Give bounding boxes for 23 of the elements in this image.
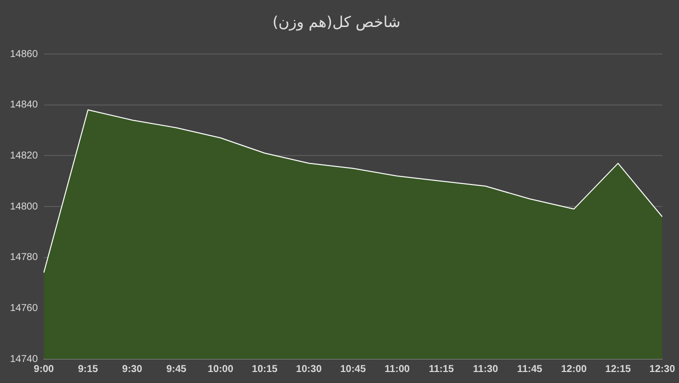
x-tick-label: 9:30 — [122, 364, 143, 375]
x-tick-label: 9:00 — [34, 364, 54, 375]
y-tick-label: 14800 — [10, 201, 38, 212]
y-tick-label: 14860 — [10, 48, 38, 60]
y-tick-label: 14780 — [10, 252, 38, 264]
x-tick-label: 12:00 — [561, 364, 588, 375]
x-tick-label: 12:30 — [649, 364, 676, 375]
y-tick-label: 14840 — [10, 100, 38, 111]
x-tick-label: 11:00 — [384, 364, 410, 375]
x-tick-label: 10:15 — [252, 364, 278, 375]
y-tick-label: 14820 — [10, 150, 38, 162]
x-tick-label: 12:15 — [605, 364, 632, 375]
x-tick-label: 9:45 — [166, 364, 187, 375]
x-tick-label: 11:15 — [428, 364, 454, 375]
x-tick-label: 10:45 — [340, 364, 366, 375]
x-tick-label: 11:45 — [517, 364, 543, 375]
x-tick-label: 10:00 — [208, 364, 234, 375]
x-tick-label: 11:30 — [473, 364, 498, 375]
y-tick-label: 14740 — [10, 354, 38, 365]
chart-title: شاخص کل(هم وزن) — [272, 12, 400, 31]
x-tick-label: 10:30 — [296, 364, 322, 375]
x-tick-label: 9:15 — [78, 364, 98, 375]
y-tick-label: 14760 — [10, 302, 38, 314]
